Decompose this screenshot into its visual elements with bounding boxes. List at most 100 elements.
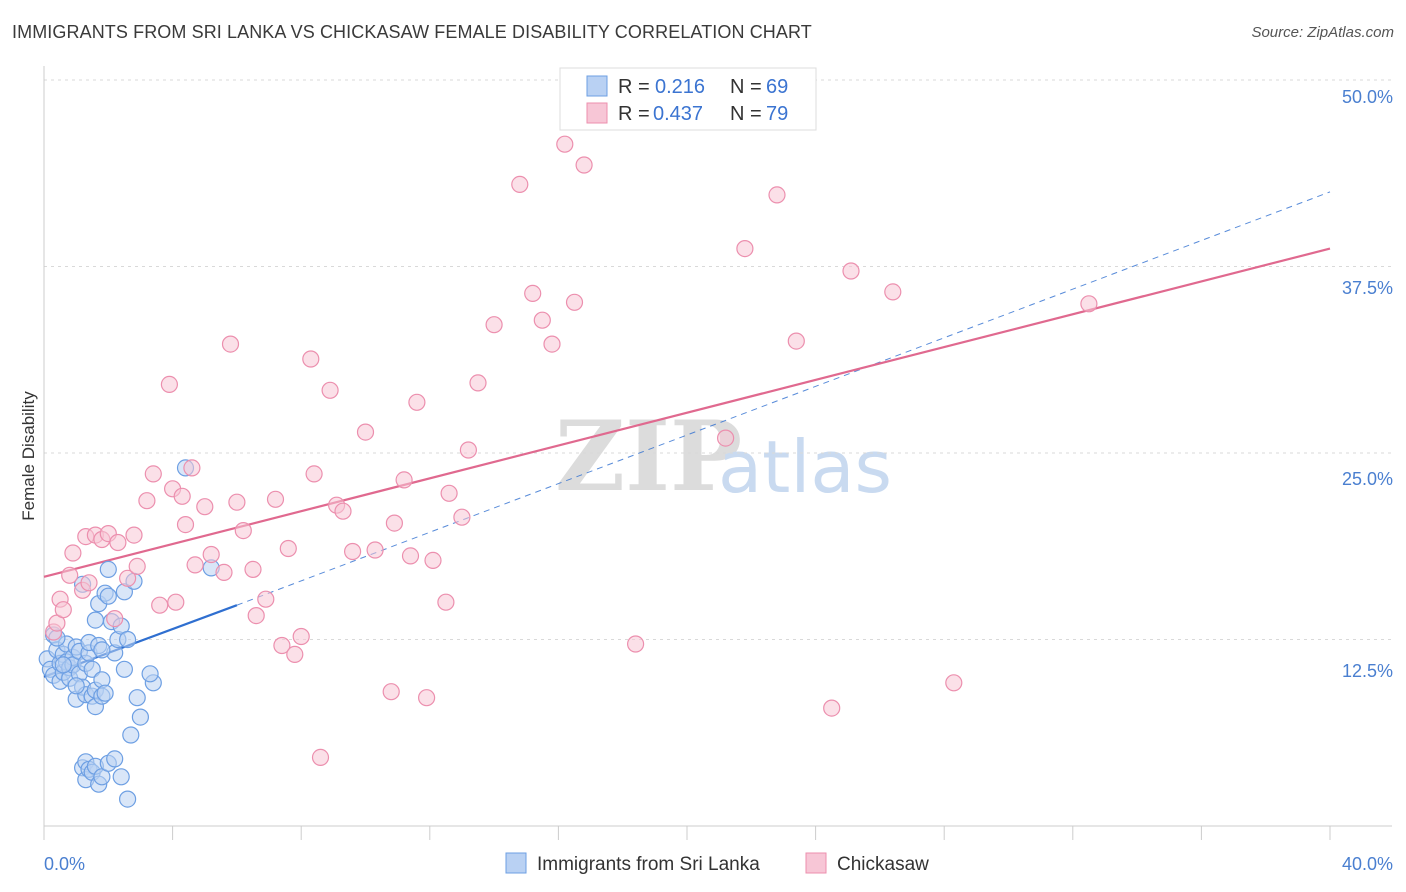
point-chickasaw xyxy=(736,240,754,258)
point-sri-lanka xyxy=(93,641,111,659)
point-chickasaw xyxy=(321,381,339,399)
point-sri-lanka xyxy=(86,611,105,629)
point-chickasaw xyxy=(787,332,805,350)
point-chickasaw xyxy=(524,284,542,302)
point-chickasaw xyxy=(125,526,143,544)
point-chickasaw xyxy=(202,545,220,564)
point-chickasaw xyxy=(408,393,426,411)
point-chickasaw xyxy=(266,490,285,508)
gridlines xyxy=(44,79,1392,640)
point-chickasaw xyxy=(247,606,265,625)
point-sri-lanka xyxy=(115,660,134,678)
legend-r-label: R = xyxy=(618,76,650,98)
point-chickasaw xyxy=(183,459,201,477)
point-sri-lanka xyxy=(67,677,85,695)
point-chickasaw xyxy=(768,186,786,204)
legend-r-label: R = xyxy=(618,103,650,125)
point-chickasaw xyxy=(469,374,487,392)
point-chickasaw xyxy=(173,487,191,505)
source-label: Source: ZipAtlas.com xyxy=(1251,24,1394,41)
point-chickasaw xyxy=(424,551,442,570)
point-sri-lanka xyxy=(118,630,137,649)
point-chickasaw xyxy=(1080,295,1098,313)
point-chickasaw xyxy=(64,544,82,562)
point-sri-lanka xyxy=(99,587,117,605)
point-chickasaw xyxy=(151,596,169,614)
legend-r-value: 0.216 xyxy=(655,76,705,98)
point-chickasaw xyxy=(437,593,455,611)
point-chickasaw xyxy=(543,335,561,353)
point-sri-lanka xyxy=(118,790,137,808)
point-chickasaw xyxy=(302,350,320,368)
point-chickasaw xyxy=(215,563,233,582)
series-swatch-chickasaw xyxy=(805,852,827,874)
legend-n-label: N = xyxy=(730,76,762,98)
point-chickasaw xyxy=(144,465,162,483)
trend-line-dashed-sri-lanka xyxy=(236,191,1331,606)
series-label-chickasaw: Chickasaw xyxy=(837,854,929,875)
trend-line-chickasaw xyxy=(43,247,1331,578)
point-chickasaw xyxy=(244,560,262,579)
y-tick-label: 50.0% xyxy=(1342,87,1393,107)
point-chickasaw xyxy=(716,429,735,447)
point-chickasaw xyxy=(167,593,185,611)
point-chickasaw xyxy=(556,135,574,153)
point-chickasaw xyxy=(196,498,214,516)
point-chickasaw xyxy=(80,574,98,592)
point-chickasaw xyxy=(128,557,146,576)
point-chickasaw xyxy=(305,465,323,483)
watermark-atlas: atlas xyxy=(718,425,892,509)
point-chickasaw xyxy=(286,645,304,664)
x-tick-label-min: 0.0% xyxy=(44,854,85,874)
point-sri-lanka xyxy=(54,656,72,674)
point-chickasaw xyxy=(106,609,124,628)
point-chickasaw xyxy=(176,515,195,534)
point-chickasaw xyxy=(160,375,178,393)
legend-swatch-blue xyxy=(586,75,608,97)
watermark-zip: ZIP xyxy=(555,400,742,513)
y-tick-label: 25.0% xyxy=(1342,469,1393,489)
point-chickasaw xyxy=(257,590,275,608)
point-chickasaw xyxy=(138,492,156,510)
point-sri-lanka xyxy=(106,750,124,768)
series-legend: Immigrants from Sri Lanka Chickasaw xyxy=(505,852,929,875)
point-chickasaw xyxy=(395,471,413,489)
point-chickasaw xyxy=(565,293,584,311)
series-swatch-sri-lanka xyxy=(505,852,527,874)
legend-swatch-pink xyxy=(586,102,608,124)
legend-n-value: 69 xyxy=(766,76,788,98)
point-chickasaw xyxy=(234,521,252,540)
point-chickasaw xyxy=(823,699,841,717)
point-sri-lanka xyxy=(83,660,101,678)
point-sri-lanka xyxy=(112,768,130,786)
point-sri-lanka xyxy=(141,665,159,683)
legend-n-label: N = xyxy=(730,103,762,125)
x-tick-label-max: 40.0% xyxy=(1342,854,1393,874)
point-sri-lanka xyxy=(99,560,117,579)
point-chickasaw xyxy=(382,683,400,701)
point-chickasaw xyxy=(54,601,72,619)
point-chickasaw xyxy=(418,689,436,707)
data-points xyxy=(38,135,1098,808)
legend-n-value: 79 xyxy=(766,103,788,125)
chart-title: IMMIGRANTS FROM SRI LANKA VS CHICKASAW F… xyxy=(12,22,812,42)
point-chickasaw xyxy=(344,542,362,561)
point-chickasaw xyxy=(533,311,551,329)
point-chickasaw xyxy=(292,627,310,646)
point-chickasaw xyxy=(118,569,137,587)
point-chickasaw xyxy=(334,502,352,520)
point-chickasaw xyxy=(459,441,477,459)
point-sri-lanka xyxy=(96,684,114,702)
point-sri-lanka xyxy=(131,708,149,726)
point-chickasaw xyxy=(228,493,246,511)
point-chickasaw xyxy=(186,556,204,574)
series-label-sri-lanka: Immigrants from Sri Lanka xyxy=(537,854,760,875)
point-chickasaw xyxy=(109,533,127,552)
point-chickasaw xyxy=(626,635,645,653)
point-chickasaw xyxy=(440,484,458,502)
y-tick-label: 37.5% xyxy=(1342,278,1393,298)
point-chickasaw xyxy=(221,335,240,353)
point-chickasaw xyxy=(842,262,860,280)
point-chickasaw xyxy=(453,508,471,526)
